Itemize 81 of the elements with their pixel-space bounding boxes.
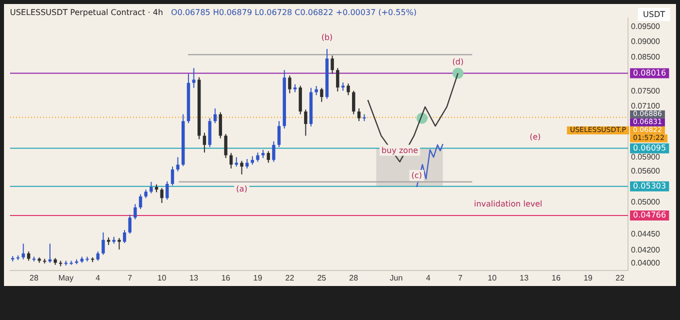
- candlestick: [288, 75, 292, 94]
- candlestick: [245, 158, 249, 169]
- candlestick: [102, 232, 105, 256]
- candlestick: [214, 108, 217, 124]
- x-tick-label: 7: [458, 273, 463, 282]
- annotation: invalidation level: [474, 200, 542, 209]
- y-tick-label: 0.09500: [631, 22, 660, 31]
- x-tick-label: 10: [157, 273, 167, 282]
- annotation: (c): [411, 171, 422, 180]
- candlestick: [192, 68, 196, 88]
- candlestick: [272, 140, 276, 162]
- candlestick: [320, 87, 324, 102]
- candlestick: [118, 238, 121, 250]
- candlestick: [202, 132, 206, 154]
- candlestick: [304, 109, 308, 136]
- candlestick: [160, 188, 164, 204]
- y-tick-label: 0.09000: [631, 36, 660, 46]
- y-tick-label: 0.05600: [631, 166, 660, 176]
- candlestick: [176, 156, 180, 172]
- candlestick: [346, 83, 350, 96]
- x-tick-label: 16: [221, 273, 231, 282]
- annotation: (d): [452, 57, 464, 66]
- x-tick-label: 10: [488, 273, 498, 282]
- candlestick: [336, 68, 340, 92]
- candlestick: [277, 120, 281, 148]
- x-tick-label: 25: [317, 273, 327, 282]
- x-tick-label: 16: [552, 273, 562, 282]
- candlestick: [256, 152, 260, 162]
- candlestick: [170, 166, 174, 186]
- ref-line-label: 0.06095: [633, 143, 666, 152]
- ref-line-label: 0.08016: [633, 68, 666, 78]
- y-tick-label: 0.05000: [631, 198, 660, 207]
- x-tick-label: 28: [349, 273, 359, 282]
- annotation: buy zone: [382, 146, 418, 155]
- chart-subtitle: O0.06785 H0.06879 L0.06728 C0.06822 +0.00037 (+0.55%): [171, 8, 417, 17]
- x-tick-label: 22: [285, 273, 295, 282]
- x-tick-label: 13: [520, 273, 530, 282]
- x-tick-label: May: [58, 273, 74, 282]
- annotation: (b): [321, 33, 333, 42]
- candlestick: [48, 243, 52, 264]
- ref-line-label: 0.05303: [633, 181, 666, 190]
- y-tick-label: 0.04000: [631, 258, 660, 268]
- candlestick: [229, 152, 233, 169]
- candlestick: [150, 181, 153, 194]
- x-tick-label: Jun: [390, 273, 403, 282]
- x-tick-label: 19: [253, 273, 263, 282]
- x-tick-label: 4: [426, 273, 431, 282]
- x-tick-label: 7: [128, 273, 133, 282]
- candlestick: [128, 214, 132, 234]
- y-axis-title: USDT: [638, 8, 670, 21]
- x-tick-label: 13: [189, 273, 199, 282]
- candlestick: [96, 250, 100, 262]
- candlestick: [138, 194, 142, 210]
- y-tick-label: 0.07100: [631, 102, 660, 111]
- x-tick-label: 19: [584, 273, 594, 282]
- candlestick: [208, 118, 212, 148]
- candlestick: [22, 243, 25, 260]
- candlestick: [352, 90, 356, 115]
- candlestick: [234, 156, 238, 168]
- candlestick: [224, 134, 228, 159]
- annotation: (e): [530, 132, 541, 142]
- chart-title: USELESSUSDT Perpetual Contract · 4h: [10, 8, 164, 17]
- y-tick-label: 0.08500: [631, 52, 660, 62]
- candlestick: [314, 86, 318, 96]
- candlestick: [357, 108, 361, 122]
- candlestick: [218, 112, 222, 139]
- x-tick-label: 22: [616, 273, 626, 282]
- y-tick-label: 0.04450: [631, 230, 660, 239]
- candlestick: [240, 160, 244, 175]
- candlestick: [330, 55, 334, 74]
- candlestick: [266, 150, 270, 164]
- x-tick-label: 4: [96, 273, 101, 282]
- annotation: (a): [236, 184, 248, 194]
- y-tick-label: 0.04200: [631, 245, 660, 254]
- y-tick-label: 0.07500: [631, 86, 660, 96]
- candlestick: [134, 204, 137, 220]
- candlestick: [166, 180, 169, 200]
- candlestick: [122, 230, 126, 244]
- x-tick-label: 28: [30, 273, 39, 282]
- y-tick-label: 0.05900: [631, 152, 660, 162]
- ref-line-label: 0.04766: [633, 210, 666, 220]
